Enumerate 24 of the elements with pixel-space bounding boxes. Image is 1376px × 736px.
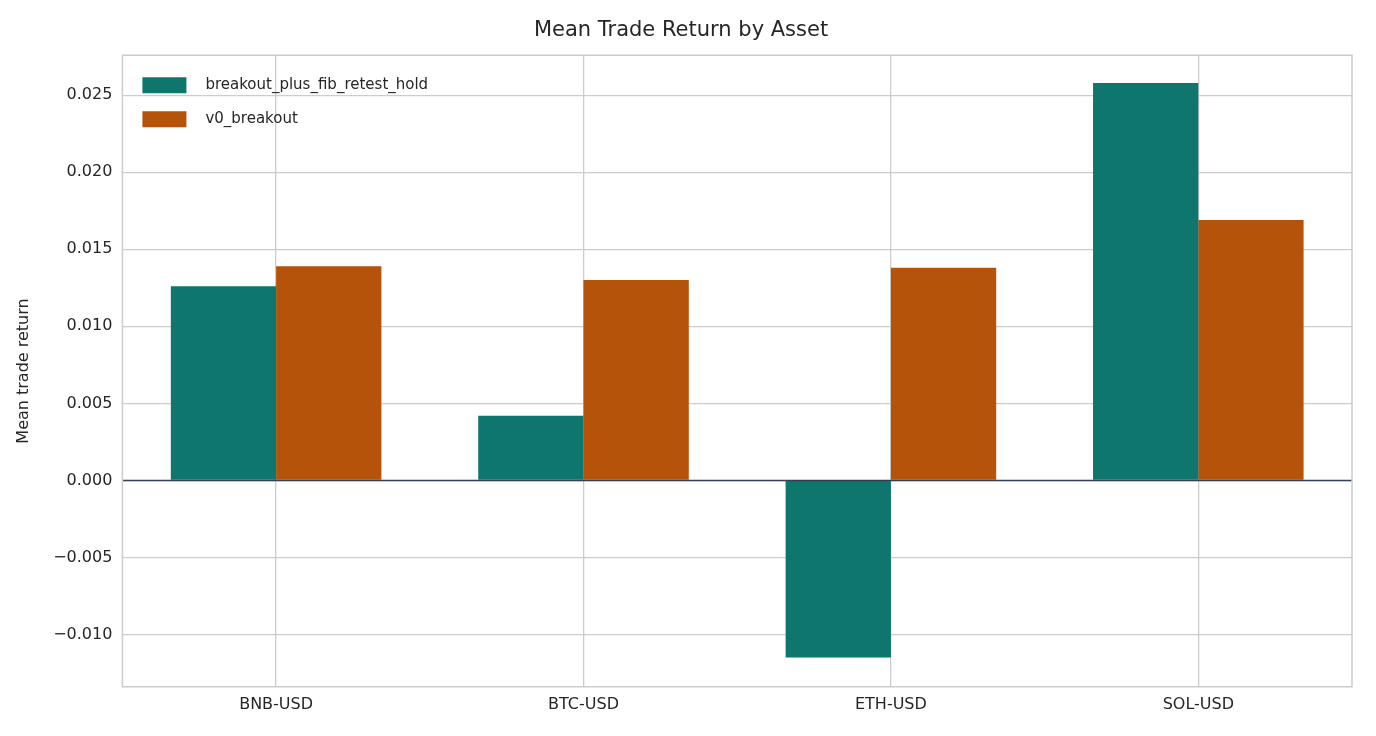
legend-label: breakout_plus_fib_retest_hold xyxy=(205,75,429,95)
bar xyxy=(276,266,382,480)
y-tick-label: 0.025 xyxy=(66,84,113,104)
chart-title: Mean Trade Return by Asset xyxy=(533,17,829,42)
x-tick-label: SOL-USD xyxy=(1162,693,1234,713)
y-tick-label: −0.005 xyxy=(53,546,113,566)
bar xyxy=(785,481,891,658)
bar xyxy=(583,280,689,480)
bar xyxy=(478,415,584,480)
bar xyxy=(1198,220,1304,480)
y-tick-label: 0.015 xyxy=(66,238,113,258)
x-tick-label: BTC-USD xyxy=(548,693,619,713)
bar xyxy=(890,267,997,480)
bar xyxy=(1093,82,1199,480)
y-tick-label: −0.010 xyxy=(53,623,113,643)
y-axis-title: Mean trade return xyxy=(12,298,32,444)
y-tick-label: 0.010 xyxy=(66,315,113,335)
y-tick-label: 0.000 xyxy=(66,469,113,489)
x-tick-label: ETH-USD xyxy=(854,693,927,713)
legend-label: v0_breakout xyxy=(205,109,298,129)
x-tick-label: BNB-USD xyxy=(239,693,314,713)
y-tick-label: 0.005 xyxy=(66,392,113,412)
y-tick-label: 0.020 xyxy=(66,161,113,181)
bar xyxy=(170,286,277,480)
